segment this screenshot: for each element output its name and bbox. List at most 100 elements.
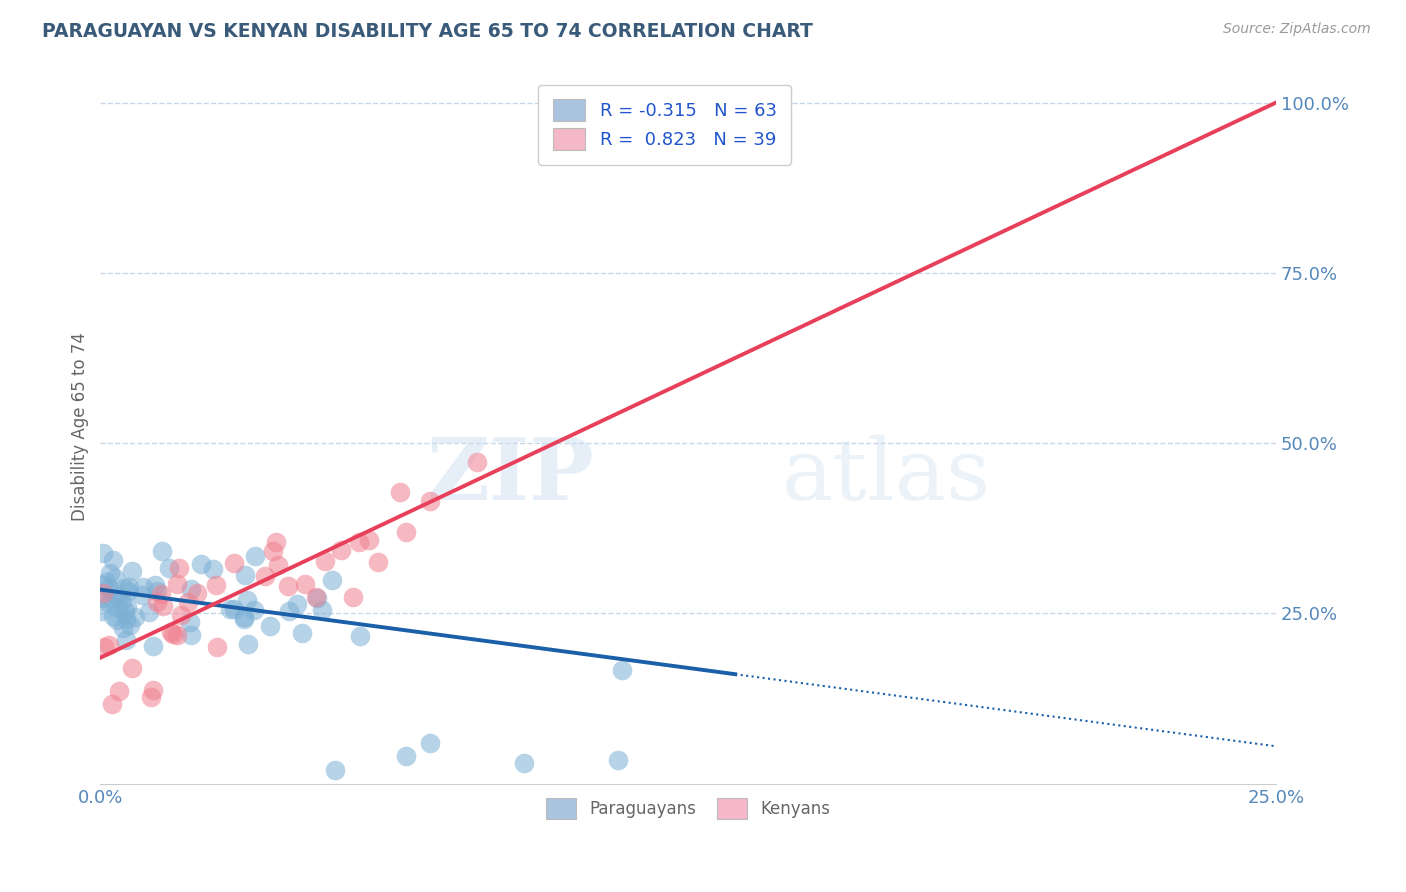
- Point: [267, 558, 290, 572]
- Point: [418, 494, 440, 508]
- Point: [311, 603, 333, 617]
- Point: [180, 628, 202, 642]
- Point: [111, 621, 134, 635]
- Point: [101, 553, 124, 567]
- Point: [112, 582, 135, 596]
- Point: [167, 561, 190, 575]
- Point: [101, 697, 124, 711]
- Point: [141, 690, 163, 704]
- Point: [243, 603, 266, 617]
- Text: Source: ZipAtlas.com: Source: ZipAtlas.com: [1223, 22, 1371, 37]
- Point: [262, 544, 284, 558]
- Point: [179, 615, 201, 629]
- Point: [98, 566, 121, 581]
- Point: [264, 534, 287, 549]
- Point: [91, 578, 114, 592]
- Point: [357, 533, 380, 547]
- Text: PARAGUAYAN VS KENYAN DISABILITY AGE 65 TO 74 CORRELATION CHART: PARAGUAYAN VS KENYAN DISABILITY AGE 65 T…: [42, 22, 813, 41]
- Point: [347, 534, 370, 549]
- Point: [235, 592, 257, 607]
- Point: [224, 557, 246, 571]
- Point: [103, 571, 125, 585]
- Point: [367, 555, 389, 569]
- Point: [101, 608, 124, 623]
- Point: [232, 612, 254, 626]
- Point: [395, 749, 418, 764]
- Point: [107, 613, 129, 627]
- Point: [107, 600, 129, 615]
- Point: [233, 567, 256, 582]
- Point: [205, 640, 228, 654]
- Point: [304, 591, 326, 605]
- Point: [395, 524, 418, 539]
- Point: [94, 575, 117, 590]
- Point: [166, 628, 188, 642]
- Point: [120, 618, 142, 632]
- Point: [224, 602, 246, 616]
- Point: [146, 595, 169, 609]
- Point: [465, 455, 488, 469]
- Point: [98, 638, 121, 652]
- Text: atlas: atlas: [782, 434, 991, 517]
- Point: [349, 628, 371, 642]
- Text: ZIP: ZIP: [426, 434, 595, 518]
- Point: [277, 579, 299, 593]
- Point: [294, 577, 316, 591]
- Point: [259, 619, 281, 633]
- Point: [108, 683, 131, 698]
- Point: [91, 591, 114, 605]
- Point: [98, 596, 121, 610]
- Point: [117, 584, 139, 599]
- Point: [90, 604, 112, 618]
- Point: [91, 586, 114, 600]
- Point: [157, 560, 180, 574]
- Point: [278, 604, 301, 618]
- Point: [314, 554, 336, 568]
- Point: [114, 612, 136, 626]
- Point: [329, 542, 352, 557]
- Point: [142, 639, 165, 653]
- Point: [291, 625, 314, 640]
- Point: [180, 582, 202, 596]
- Point: [325, 763, 347, 777]
- Point: [146, 583, 169, 598]
- Point: [305, 591, 328, 605]
- Point: [115, 632, 138, 647]
- Point: [142, 682, 165, 697]
- Y-axis label: Disability Age 65 to 74: Disability Age 65 to 74: [72, 332, 89, 521]
- Point: [204, 578, 226, 592]
- Point: [152, 599, 174, 613]
- Point: [124, 609, 146, 624]
- Point: [131, 588, 153, 602]
- Point: [118, 580, 141, 594]
- Point: [166, 577, 188, 591]
- Point: [98, 581, 121, 595]
- Point: [149, 587, 172, 601]
- Point: [236, 637, 259, 651]
- Point: [512, 756, 534, 771]
- Point: [285, 597, 308, 611]
- Point: [254, 569, 277, 583]
- Point: [418, 736, 440, 750]
- Point: [101, 591, 124, 606]
- Point: [245, 549, 267, 564]
- Point: [170, 608, 193, 623]
- Point: [111, 594, 134, 608]
- Point: [219, 601, 242, 615]
- Point: [145, 578, 167, 592]
- Point: [190, 558, 212, 572]
- Point: [138, 605, 160, 619]
- Point: [321, 573, 343, 587]
- Point: [186, 585, 208, 599]
- Point: [202, 562, 225, 576]
- Point: [115, 599, 138, 614]
- Point: [91, 546, 114, 560]
- Point: [121, 661, 143, 675]
- Point: [610, 663, 633, 677]
- Point: [132, 580, 155, 594]
- Point: [121, 564, 143, 578]
- Point: [107, 589, 129, 603]
- Point: [342, 590, 364, 604]
- Point: [150, 543, 173, 558]
- Point: [114, 604, 136, 618]
